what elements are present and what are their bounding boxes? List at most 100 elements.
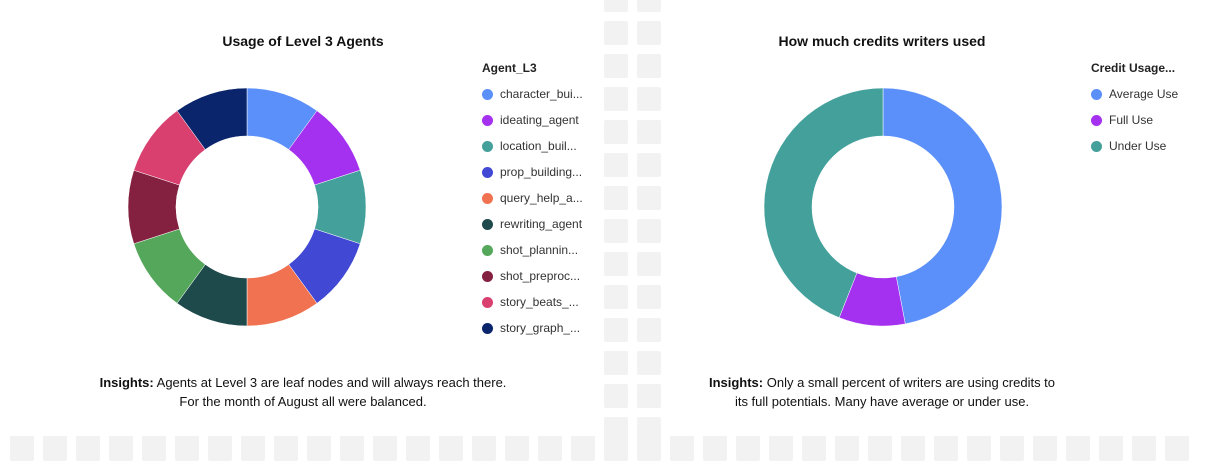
background-tile	[868, 437, 892, 461]
background-tile	[1165, 437, 1189, 461]
background-tile	[1066, 437, 1090, 461]
background-tile	[637, 87, 661, 111]
chart-title: Usage of Level 3 Agents	[222, 33, 384, 49]
background-tile	[604, 186, 628, 210]
legend-color-swatch	[1091, 88, 1102, 100]
background-tile	[604, 351, 628, 375]
legend-item[interactable]: shot_preproc...	[482, 268, 580, 284]
background-tile	[109, 437, 133, 461]
background-tile	[175, 437, 199, 461]
legend-item[interactable]: character_bui...	[482, 86, 583, 102]
background-tile	[406, 437, 430, 461]
background-tile	[604, 0, 628, 12]
background-tile	[604, 87, 628, 111]
legend-label: ideating_agent	[500, 113, 579, 127]
legend-item[interactable]: Average Use	[1091, 86, 1178, 102]
insight-line-2: For the month of August all were balance…	[179, 394, 427, 409]
legend-item[interactable]: Under Use	[1091, 138, 1166, 154]
background-tile	[637, 54, 661, 78]
insight-label: Insights:	[99, 375, 154, 390]
legend-color-swatch	[482, 322, 493, 334]
background-tile	[604, 54, 628, 78]
legend-color-swatch	[482, 296, 493, 308]
legend-item[interactable]: story_graph_...	[482, 320, 580, 336]
background-tile	[637, 120, 661, 144]
background-tile	[208, 437, 232, 461]
legend-color-swatch	[482, 270, 493, 282]
legend-label: query_help_a...	[500, 191, 583, 205]
background-tile	[340, 437, 364, 461]
legend-color-swatch	[1091, 140, 1102, 152]
background-tile	[934, 437, 958, 461]
background-tile	[604, 120, 628, 144]
background-tile	[439, 437, 463, 461]
background-tile	[637, 437, 661, 461]
background-tile	[637, 351, 661, 375]
background-tile	[901, 437, 925, 461]
legend-color-swatch	[482, 218, 493, 230]
legend-item[interactable]: ideating_agent	[482, 112, 579, 128]
background-tile	[967, 437, 991, 461]
background-tile	[637, 318, 661, 342]
background-tile	[472, 437, 496, 461]
background-tile	[142, 437, 166, 461]
background-tile	[76, 437, 100, 461]
insight-label: Insights:	[708, 375, 764, 390]
background-tile	[571, 437, 595, 461]
legend-color-swatch	[1091, 114, 1102, 126]
background-tile	[1000, 437, 1024, 461]
credit-usage-donut-chart	[763, 87, 1003, 327]
background-tile	[604, 384, 628, 408]
legend-color-swatch	[482, 166, 493, 178]
background-tile	[604, 318, 628, 342]
legend-item[interactable]: Full Use	[1091, 112, 1153, 128]
legend-label: Average Use	[1109, 87, 1179, 101]
insight-line-1: Agents at Level 3 are leaf nodes and wil…	[156, 375, 507, 390]
background-tile	[43, 437, 67, 461]
background-tile	[637, 252, 661, 276]
background-tile	[307, 437, 331, 461]
legend-label: story_beats_...	[500, 295, 579, 309]
background-tile	[802, 437, 826, 461]
background-tile	[538, 437, 562, 461]
legend-item[interactable]: query_help_a...	[482, 190, 583, 206]
legend-item[interactable]: location_buil...	[482, 138, 577, 154]
background-tile	[637, 21, 661, 45]
legend-item[interactable]: prop_building...	[482, 164, 582, 180]
background-tile	[637, 219, 661, 243]
legend-label: rewriting_agent	[500, 217, 583, 231]
background-tile	[1132, 437, 1156, 461]
background-tile	[604, 285, 628, 309]
legend-color-swatch	[482, 192, 493, 204]
background-tile	[604, 219, 628, 243]
legend-label: Full Use	[1109, 113, 1154, 127]
legend-label: character_bui...	[500, 87, 583, 101]
donut-slice-average-use[interactable]	[882, 87, 1003, 325]
background-tile	[1033, 437, 1057, 461]
background-tile	[604, 252, 628, 276]
background-tile	[703, 437, 727, 461]
donut-slice-story-graph[interactable]	[176, 87, 248, 150]
insight-line-1: Only a small percent of writers are usin…	[766, 375, 1056, 390]
donut-slice-under-use[interactable]	[763, 87, 884, 318]
legend-item[interactable]: rewriting_agent	[482, 216, 582, 232]
background-tile	[241, 437, 265, 461]
background-tile	[637, 0, 661, 12]
legend-label: shot_plannin...	[500, 243, 579, 257]
background-tile	[274, 437, 298, 461]
background-tile	[769, 437, 793, 461]
background-tile	[373, 437, 397, 461]
legend-title: Credit Usage...	[1091, 61, 1176, 75]
insight-text: Insights: Only a small percent of writer…	[670, 373, 1094, 411]
agent-usage-panel: Usage of Level 3 Agents Agent_L3 charact…	[4, 0, 602, 436]
background-tile	[637, 186, 661, 210]
background-tile	[670, 437, 694, 461]
background-tile	[1099, 437, 1123, 461]
background-tile	[736, 437, 760, 461]
credit-usage-panel: How much credits writers used Credit Usa…	[670, 0, 1196, 436]
legend-item[interactable]: story_beats_...	[482, 294, 579, 310]
chart-title: How much credits writers used	[778, 33, 986, 49]
insight-text: Insights: Agents at Level 3 are leaf nod…	[4, 373, 602, 411]
legend-color-swatch	[482, 114, 493, 126]
legend-item[interactable]: shot_plannin...	[482, 242, 578, 258]
